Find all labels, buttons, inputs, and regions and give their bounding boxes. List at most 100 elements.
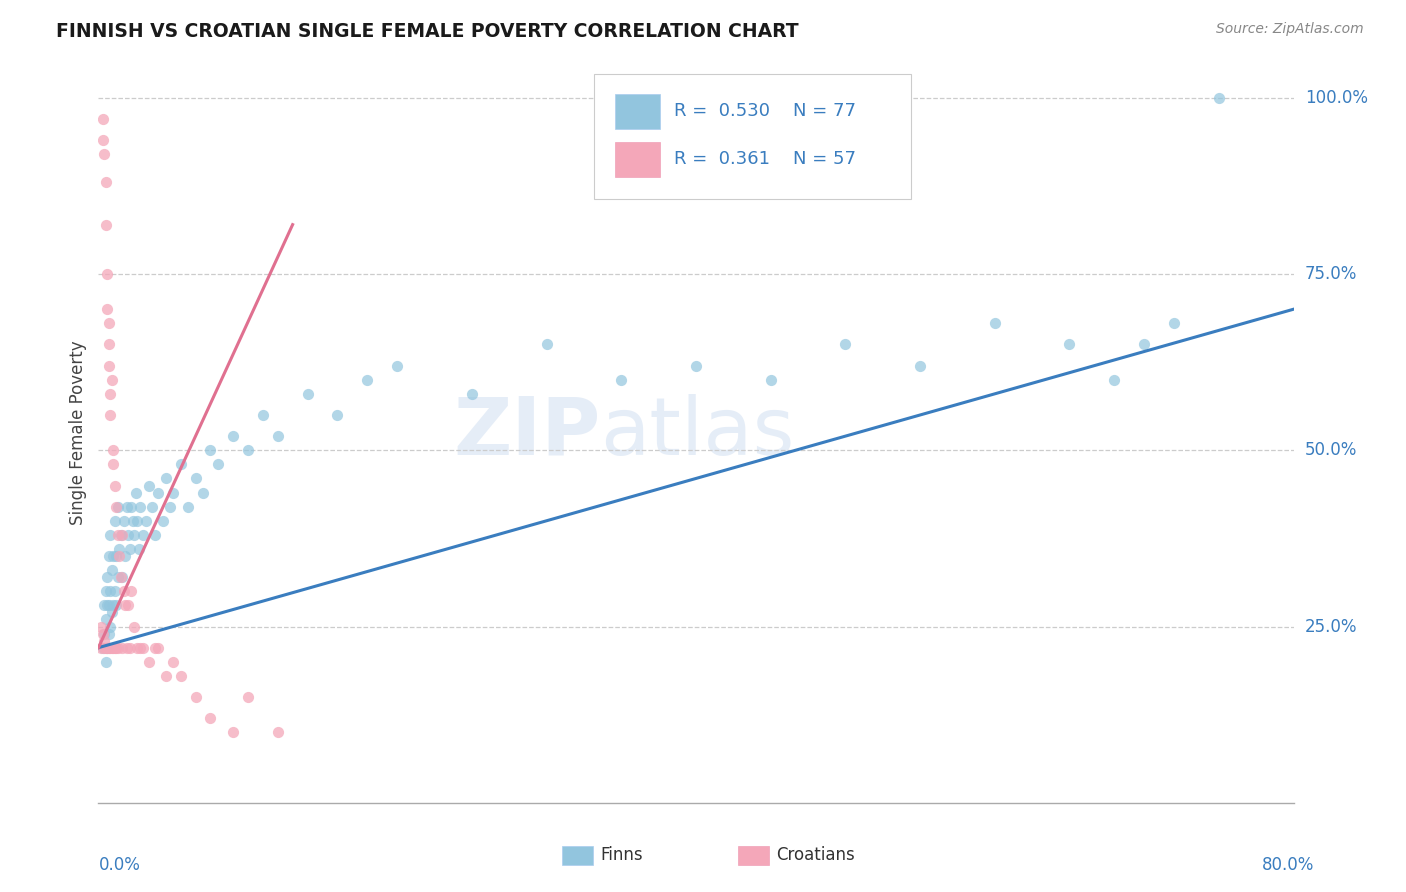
- Point: [105, 599, 128, 613]
- Point: [103, 458, 125, 472]
- Point: [98, 408, 122, 422]
- Point: [112, 584, 135, 599]
- Point: [356, 373, 378, 387]
- Text: R =  0.361    N = 57: R = 0.361 N = 57: [675, 150, 856, 168]
- Point: [98, 584, 122, 599]
- Point: [97, 316, 120, 330]
- Point: [98, 619, 122, 633]
- Point: [93, 626, 115, 640]
- Point: [98, 640, 122, 655]
- Point: [1163, 316, 1185, 330]
- Point: [1059, 337, 1081, 351]
- Point: [104, 640, 127, 655]
- Point: [101, 563, 124, 577]
- Text: 0.0%: 0.0%: [98, 856, 141, 874]
- Point: [155, 669, 177, 683]
- Point: [93, 147, 115, 161]
- Point: [128, 541, 150, 556]
- Point: [108, 541, 131, 556]
- Text: 75.0%: 75.0%: [1305, 265, 1357, 283]
- Point: [94, 640, 117, 655]
- Point: [91, 640, 114, 655]
- Point: [94, 612, 117, 626]
- Point: [984, 316, 1007, 330]
- Point: [94, 175, 117, 189]
- Point: [120, 500, 142, 514]
- Point: [97, 359, 120, 373]
- Point: [118, 541, 141, 556]
- Point: [121, 514, 143, 528]
- Point: [97, 549, 120, 563]
- Point: [90, 619, 112, 633]
- FancyBboxPatch shape: [614, 142, 661, 178]
- Point: [104, 514, 127, 528]
- Point: [125, 485, 148, 500]
- Point: [107, 528, 129, 542]
- Point: [129, 640, 152, 655]
- Point: [536, 337, 558, 351]
- Point: [90, 640, 112, 655]
- Point: [162, 655, 184, 669]
- Text: R =  0.530    N = 77: R = 0.530 N = 77: [675, 102, 856, 120]
- Point: [191, 485, 214, 500]
- Point: [91, 112, 114, 126]
- Point: [96, 570, 118, 584]
- Point: [101, 373, 124, 387]
- Point: [111, 640, 134, 655]
- Point: [200, 711, 222, 725]
- Point: [138, 478, 160, 492]
- Point: [124, 528, 146, 542]
- Point: [110, 570, 132, 584]
- Point: [93, 640, 115, 655]
- Point: [97, 626, 120, 640]
- FancyBboxPatch shape: [614, 94, 661, 129]
- Point: [96, 599, 118, 613]
- Point: [110, 528, 132, 542]
- Point: [461, 387, 484, 401]
- Point: [759, 373, 782, 387]
- Point: [326, 408, 349, 422]
- Point: [129, 500, 152, 514]
- Text: Croatians: Croatians: [776, 847, 855, 864]
- Point: [105, 500, 128, 514]
- Point: [91, 626, 114, 640]
- Point: [96, 302, 118, 317]
- Point: [908, 359, 931, 373]
- Point: [107, 640, 129, 655]
- Point: [117, 599, 139, 613]
- Point: [148, 640, 170, 655]
- Point: [159, 500, 181, 514]
- Point: [135, 514, 157, 528]
- Point: [105, 549, 128, 563]
- Point: [93, 633, 115, 648]
- Point: [97, 337, 120, 351]
- Point: [184, 471, 207, 485]
- Point: [115, 640, 138, 655]
- Point: [120, 584, 142, 599]
- Point: [97, 599, 120, 613]
- Point: [107, 570, 129, 584]
- Text: atlas: atlas: [600, 393, 794, 472]
- Point: [103, 640, 125, 655]
- Point: [96, 267, 118, 281]
- Text: Finns: Finns: [600, 847, 643, 864]
- Point: [114, 599, 136, 613]
- Point: [236, 443, 259, 458]
- Point: [98, 528, 122, 542]
- Point: [177, 500, 200, 514]
- Point: [222, 725, 245, 739]
- Point: [610, 373, 633, 387]
- Text: ZIP: ZIP: [453, 393, 600, 472]
- Point: [103, 599, 125, 613]
- Text: Source: ZipAtlas.com: Source: ZipAtlas.com: [1216, 22, 1364, 37]
- Point: [184, 690, 207, 704]
- Point: [685, 359, 707, 373]
- Point: [385, 359, 409, 373]
- Point: [124, 619, 146, 633]
- Point: [200, 443, 222, 458]
- Point: [94, 655, 117, 669]
- Point: [1104, 373, 1126, 387]
- Point: [111, 570, 134, 584]
- Point: [118, 640, 141, 655]
- Text: 50.0%: 50.0%: [1305, 442, 1357, 459]
